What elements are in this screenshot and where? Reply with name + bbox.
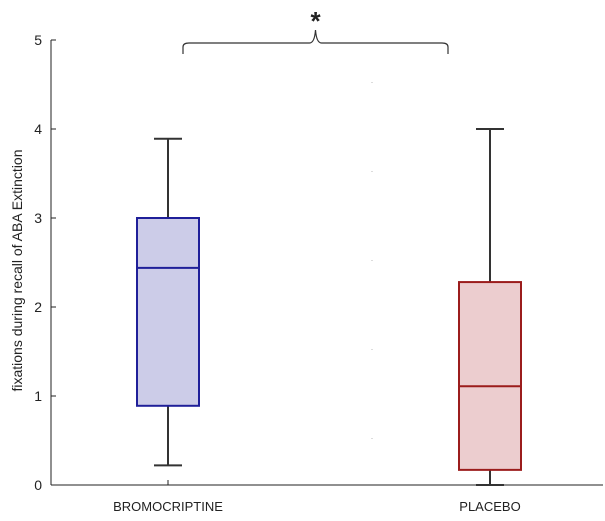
box-placebo <box>458 281 522 471</box>
y-tick-label: 1 <box>34 388 42 404</box>
box-bromocriptine <box>136 217 200 407</box>
y-tick-label: 3 <box>34 210 42 226</box>
labels: 0 1 2 3 4 5 BROMOCRIPTINE PLACEBO fixations duri… <box>9 6 521 514</box>
x-tick-label: BROMOCRIPTINE <box>113 499 223 514</box>
y-tick-label: 0 <box>34 477 42 493</box>
significance-bracket <box>182 29 449 54</box>
y-tick-label: 5 <box>34 32 42 48</box>
y-tick-label: 2 <box>34 299 42 315</box>
x-tick-label: PLACEBO <box>459 499 520 514</box>
significance-marker: * <box>310 6 321 36</box>
y-tick-label: 4 <box>34 121 42 137</box>
boxes <box>136 29 522 486</box>
y-axis-label: fixations during recall of ABA Extinctio… <box>9 149 25 391</box>
axes <box>50 39 603 486</box>
